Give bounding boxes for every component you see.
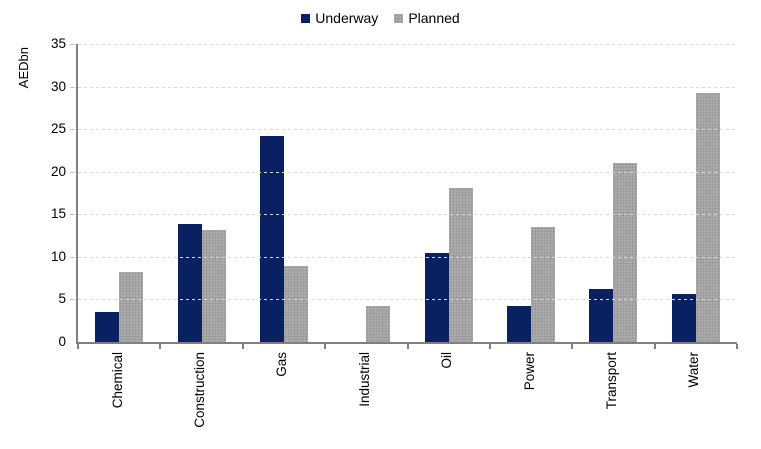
x-label-cell-water: Water [653,352,735,447]
y-tick-mark-35 [70,44,75,45]
gridline-20 [78,171,737,173]
y-axis-tick-labels: 0 5 10 15 20 25 30 35 [0,37,66,349]
category-gas [243,44,325,342]
y-tick-label-25: 25 [50,121,66,137]
x-label-chemical: Chemical [109,352,125,409]
category-construction [160,44,242,342]
gridline-15 [78,214,737,216]
bars-container [78,44,737,342]
gridline-30 [78,86,737,88]
gridline-25 [78,129,737,131]
x-tick-mark-3 [324,344,327,349]
y-tick-mark-30 [70,86,75,88]
y-tick-label-30: 30 [50,78,66,94]
bar-underway-power [507,306,532,342]
legend-item-underway: Underway [301,10,378,26]
legend-swatch-underway-icon [301,13,311,23]
bar-underway-chemical [95,312,120,342]
category-chemical [78,44,160,342]
x-tick-mark-8 [736,344,738,349]
plot-area [70,44,738,349]
y-tick-label-5: 5 [58,291,66,307]
bar-planned-oil [448,187,473,342]
category-industrial [325,44,407,342]
bar-planned-construction [201,229,226,342]
x-label-industrial: Industrial [356,352,372,407]
x-tick-mark-6 [571,344,574,349]
y-tick-mark-10 [70,256,75,258]
x-label-oil: Oil [439,352,455,369]
x-label-cell-industrial: Industrial [323,352,405,447]
x-label-gas: Gas [274,352,290,377]
x-tick-mark-2 [241,344,244,349]
bar-underway-transport [589,289,614,342]
legend: Underway Planned [0,10,761,26]
bar-underway-oil [424,252,449,342]
bar-planned-gas [283,266,308,342]
x-tick-mark-0 [77,344,79,349]
gridline-35 [78,44,737,45]
category-oil [408,44,490,342]
gridline-5 [78,299,737,301]
x-tick-mark-1 [159,344,162,349]
y-tick-mark-20 [70,171,75,173]
x-label-cell-transport: Transport [570,352,652,447]
bar-underway-construction [177,223,202,342]
bar-planned-industrial [366,306,391,342]
bar-planned-power [531,227,556,342]
y-tick-mark-25 [70,129,75,131]
y-tick-mark-5 [70,299,75,301]
x-label-cell-construction: Construction [158,352,240,447]
bar-underway-water [671,294,696,342]
y-tick-label-10: 10 [50,248,66,264]
x-tick-mark-7 [653,344,656,349]
bar-planned-transport [613,163,638,342]
x-label-power: Power [521,352,537,391]
bar-underway-gas [259,135,284,342]
gridline-10 [78,256,737,258]
x-tick-mark-4 [406,344,409,349]
category-water [655,44,737,342]
y-tick-label-15: 15 [50,206,66,222]
x-tick-mark-5 [488,344,491,349]
x-label-cell-oil: Oil [406,352,488,447]
x-label-cell-chemical: Chemical [76,352,158,447]
x-label-construction: Construction [192,352,208,428]
x-label-transport: Transport [603,352,619,410]
x-label-cell-power: Power [488,352,570,447]
category-transport [572,44,654,342]
x-label-cell-gas: Gas [241,352,323,447]
legend-item-planned: Planned [394,10,460,26]
y-tick-label-20: 20 [50,163,66,179]
y-tick-label-0: 0 [58,334,66,349]
category-power [490,44,572,342]
y-tick-label-35: 35 [50,36,66,51]
legend-swatch-planned-icon [394,13,404,23]
legend-label-underway: Underway [315,10,379,26]
x-axis-labels: Chemical Construction Gas Industrial Oil Powe… [76,352,735,447]
legend-label-planned: Planned [408,10,460,26]
x-label-water: Water [686,352,702,388]
y-tick-mark-15 [70,214,75,216]
bar-planned-chemical [119,272,144,342]
